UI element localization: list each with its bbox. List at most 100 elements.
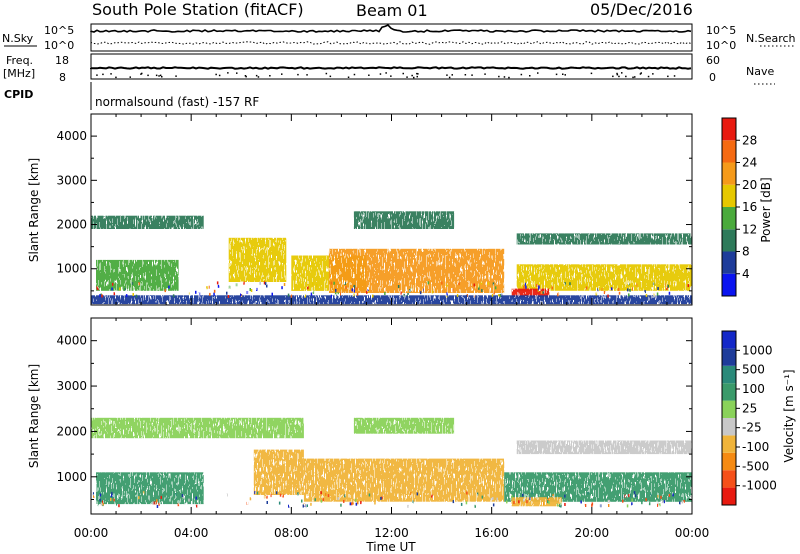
scatter-speck (337, 292, 339, 296)
nave-point (625, 75, 627, 78)
scatter-speck (100, 502, 103, 506)
beam-label: Beam 01 (356, 1, 428, 20)
nave-point (503, 76, 506, 78)
nsky-tick-high: 10^5 (44, 24, 74, 37)
colorbar-segment (722, 140, 736, 163)
scatter-speck (119, 287, 121, 291)
nave-point (353, 73, 356, 76)
scatter-speck (636, 283, 638, 287)
colorbar-tick-label: 20 (742, 178, 757, 192)
scatter-speck (667, 284, 669, 288)
scatter-speck (110, 494, 113, 498)
colorbar-tick-label: -100 (742, 440, 769, 454)
scatter-speck (496, 497, 498, 501)
data-region-2 (96, 472, 204, 505)
scatter-speck (254, 491, 256, 495)
nave-point (639, 73, 642, 75)
y-tick-label: 4000 (56, 334, 87, 348)
scatter-speck (195, 504, 198, 508)
scatter-speck (228, 285, 231, 289)
freq-label: Freq. (6, 54, 33, 67)
nave-point (667, 75, 669, 78)
scatter-speck (628, 282, 630, 286)
colorbar-segment (722, 331, 736, 349)
scatter-speck (564, 494, 566, 498)
scatter-speck (474, 504, 476, 508)
nave-point (140, 73, 142, 75)
scatter-speck (490, 497, 493, 501)
scatter-speck (266, 501, 268, 504)
nave-point (147, 74, 149, 77)
y-tick-label: 3000 (56, 379, 87, 393)
scatter-speck (558, 504, 561, 508)
nave-point (484, 73, 486, 75)
scatter-speck (344, 282, 346, 285)
scatter-speck (266, 495, 268, 499)
freq-series (90, 66, 692, 70)
scatter-speck (666, 286, 668, 290)
scatter-speck (301, 499, 303, 503)
scatter-speck (479, 493, 481, 497)
time-tick-label: 00:00 (74, 526, 109, 540)
scatter-speck (622, 495, 624, 498)
scatter-speck (152, 501, 154, 505)
data-region-3 (228, 237, 287, 282)
scatter-speck (135, 294, 138, 298)
scatter-speck (316, 284, 318, 287)
scatter-speck (492, 503, 495, 507)
colorbar-segment (722, 184, 736, 207)
scatter-speck (617, 287, 620, 291)
scatter-speck (492, 497, 494, 500)
freq-tick-low: 8 (59, 71, 66, 84)
scatter-speck (351, 502, 353, 506)
scatter-speck (494, 286, 497, 290)
scatter-speck (599, 504, 602, 508)
colorbar-tick-label: 100 (742, 382, 765, 396)
scatter-speck (631, 502, 633, 506)
scatter-speck (551, 286, 553, 290)
scatter-speck (192, 493, 194, 497)
data-region-8 (511, 497, 562, 507)
scatter-speck (158, 502, 160, 506)
nave-point (306, 74, 308, 76)
nsky-series (90, 24, 692, 33)
scatter-speck (92, 492, 95, 496)
colorbar-tick-label: 8 (742, 245, 750, 259)
scatter-speck (491, 293, 494, 297)
nave-point (616, 73, 619, 76)
scatter-speck (302, 504, 305, 508)
colorbar-segment (722, 229, 736, 252)
scatter-speck (659, 503, 661, 507)
y-tick-label: 1000 (56, 470, 87, 484)
scatter-speck (664, 283, 666, 287)
nave-point (618, 75, 620, 78)
scatter-speck (188, 498, 190, 502)
nave-point (236, 72, 238, 74)
scatter-speck (487, 282, 490, 286)
nave-point (448, 76, 451, 79)
scatter-speck (466, 294, 469, 297)
scatter-speck (256, 491, 259, 495)
scatter-speck (434, 289, 437, 292)
scatter-speck (213, 289, 216, 293)
colorbar-segment (722, 400, 736, 418)
scatter-speck (446, 292, 448, 296)
scatter-speck (367, 288, 369, 291)
freq-strip: Freq. [MHz] 18 8 60 0 Nave (3, 53, 775, 85)
nave-point (245, 75, 247, 78)
data-region-4 (303, 458, 505, 502)
colorbar-tick-label: 25 (742, 401, 757, 415)
scatter-speck (177, 503, 180, 507)
scatter-speck (195, 496, 197, 500)
cpid-value: normalsound (fast) -157 RF (95, 95, 259, 109)
nave-point (446, 74, 448, 76)
scatter-speck (601, 288, 603, 291)
nave-point (451, 74, 453, 76)
scatter-speck (352, 501, 354, 505)
scatter-speck (208, 285, 210, 289)
scatter-speck (473, 294, 476, 298)
scatter-speck (569, 282, 571, 286)
nave-point (402, 72, 404, 75)
scatter-speck (380, 496, 382, 500)
scatter-speck (153, 501, 155, 505)
